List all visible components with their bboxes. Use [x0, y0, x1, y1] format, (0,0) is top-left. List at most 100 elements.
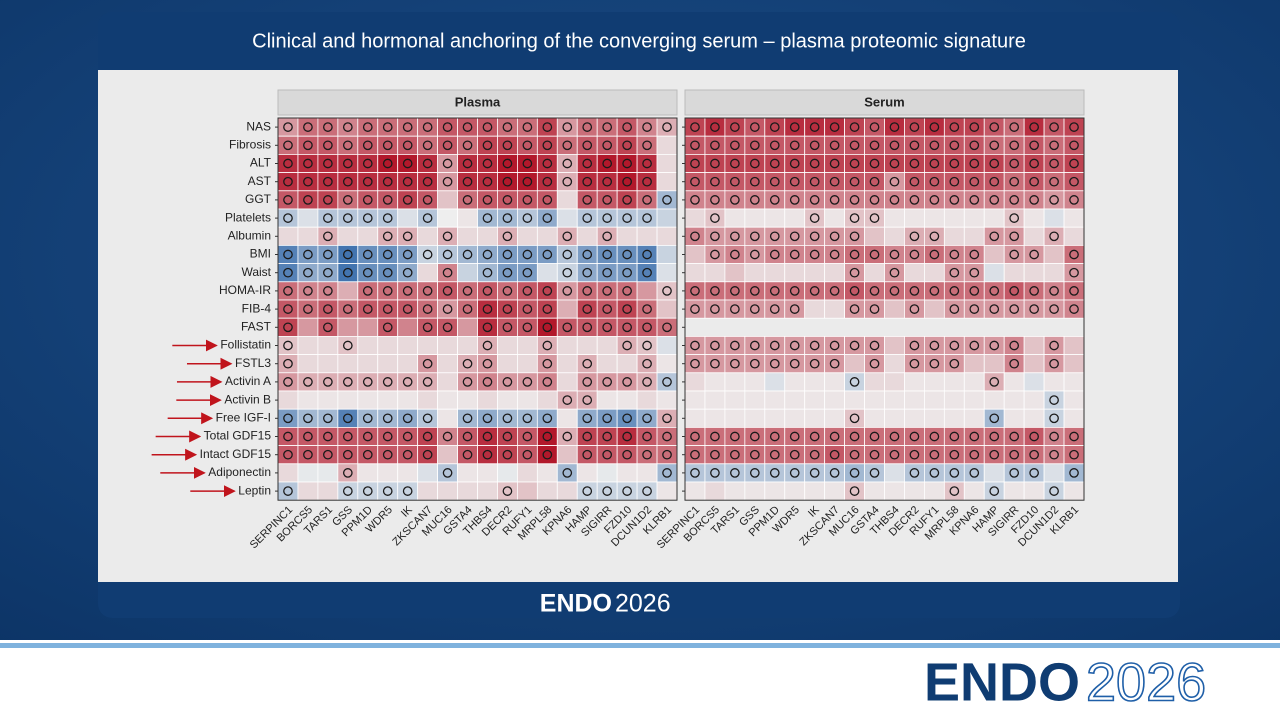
heat-cell	[744, 135, 766, 155]
heat-cell	[864, 299, 885, 319]
heat-cell	[744, 299, 766, 319]
heat-cell	[824, 408, 846, 428]
significance-marker	[422, 431, 433, 442]
heat-cell	[943, 135, 965, 155]
heat-cell	[437, 263, 458, 283]
significance-marker	[1069, 286, 1079, 296]
significance-marker	[342, 486, 353, 496]
heat-cell	[724, 390, 746, 410]
significance-marker	[542, 377, 553, 387]
heat-cell	[784, 354, 806, 374]
heat-cell	[397, 263, 419, 283]
significance-marker	[362, 267, 373, 278]
heat-cell	[357, 281, 379, 301]
heat-cell	[864, 390, 885, 410]
heat-cell	[616, 408, 638, 428]
significance-marker	[889, 176, 900, 187]
heat-cell	[1043, 335, 1065, 355]
significance-marker	[323, 140, 333, 151]
significance-marker	[482, 322, 493, 333]
heat-cell	[784, 426, 806, 446]
significance-marker	[869, 468, 880, 478]
significance-marker	[542, 413, 553, 424]
heat-cell	[943, 390, 965, 410]
significance-marker	[602, 122, 613, 132]
heat-cell	[963, 208, 985, 228]
significance-marker	[969, 176, 980, 187]
heat-cell	[656, 408, 678, 428]
significance-marker	[502, 213, 513, 223]
row-label: FAST	[241, 319, 272, 333]
heat-cell	[377, 390, 399, 410]
heat-cell	[636, 244, 658, 264]
heat-cell	[297, 372, 319, 392]
significance-marker	[602, 413, 613, 424]
significance-marker	[642, 358, 652, 369]
heat-cell	[397, 445, 419, 465]
significance-marker	[622, 377, 632, 387]
significance-marker	[869, 195, 880, 205]
significance-marker	[809, 286, 820, 296]
significance-marker	[969, 195, 980, 205]
significance-marker	[929, 358, 940, 369]
row-label: Leptin	[238, 483, 271, 497]
significance-marker	[710, 340, 720, 351]
significance-marker	[303, 286, 313, 296]
heat-cell	[277, 117, 299, 137]
significance-marker	[809, 468, 820, 478]
heat-cell	[497, 481, 518, 501]
heat-cell	[357, 390, 379, 410]
significance-marker	[949, 195, 960, 205]
significance-marker	[769, 249, 780, 260]
significance-marker	[303, 449, 313, 460]
heat-cell	[784, 372, 806, 392]
heat-cell	[1023, 354, 1045, 374]
heat-cell	[437, 190, 458, 210]
heat-cell	[636, 445, 658, 465]
heat-cell	[1023, 408, 1045, 428]
significance-marker	[342, 468, 353, 478]
heat-cell	[417, 226, 438, 246]
heat-cell	[477, 335, 498, 355]
heat-cell	[457, 281, 478, 301]
significance-marker	[789, 122, 800, 132]
heat-cell	[1063, 426, 1085, 446]
heat-cell	[656, 372, 678, 392]
heat-cell	[864, 244, 885, 264]
heat-cell	[1063, 190, 1085, 210]
significance-marker	[382, 377, 393, 387]
significance-marker	[422, 195, 433, 205]
heat-cell	[963, 153, 985, 173]
significance-marker	[462, 358, 473, 369]
significance-marker	[323, 322, 333, 333]
heat-cell	[684, 153, 706, 173]
heat-cell	[824, 117, 846, 137]
significance-marker	[303, 195, 313, 205]
significance-marker	[303, 377, 313, 387]
heat-cell	[1063, 299, 1085, 319]
heat-cell	[457, 372, 478, 392]
significance-marker	[283, 176, 293, 187]
heat-cell	[437, 244, 458, 264]
heat-cell	[1043, 208, 1065, 228]
significance-marker	[949, 486, 960, 496]
significance-marker	[989, 122, 1000, 132]
significance-marker	[602, 140, 613, 151]
significance-marker	[769, 449, 780, 460]
heat-cell	[1003, 372, 1025, 392]
heat-cell	[277, 317, 299, 337]
heat-cell	[437, 317, 458, 337]
heat-cell	[616, 135, 638, 155]
significance-marker	[662, 468, 672, 478]
significance-marker	[442, 158, 453, 169]
heat-cell	[297, 426, 319, 446]
significance-marker	[622, 140, 632, 151]
significance-marker	[829, 431, 840, 442]
heat-cell	[596, 190, 618, 210]
significance-marker	[542, 358, 553, 369]
heat-cell	[904, 354, 925, 374]
significance-marker	[769, 468, 780, 478]
significance-marker	[622, 413, 632, 424]
heat-cell	[1063, 226, 1085, 246]
significance-marker	[849, 231, 860, 242]
